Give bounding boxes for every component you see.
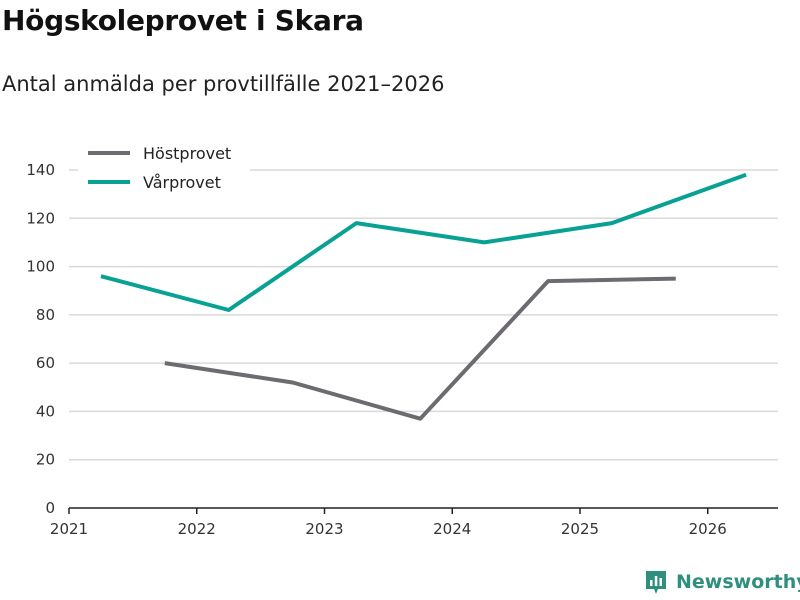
x-tick-label: 2024 xyxy=(433,520,471,538)
chart-subtitle: Antal anmälda per provtillfälle 2021–202… xyxy=(2,72,445,96)
x-tick-label: 2021 xyxy=(50,520,88,538)
y-tick-label: 100 xyxy=(26,258,55,276)
legend-background xyxy=(78,138,250,202)
axis-layer: 0 20 40 60 80 100 120 140 2021 2022 2023 2024 2025 20… xyxy=(26,161,778,538)
grid-layer xyxy=(69,169,778,461)
legend-label: Vårprovet xyxy=(143,173,221,192)
chart-title: Högskoleprovet i Skara xyxy=(2,4,364,37)
y-tick-label: 40 xyxy=(36,402,55,420)
y-tick-label: 80 xyxy=(36,306,55,324)
y-tick-label: 20 xyxy=(36,451,55,469)
y-tick-label: 140 xyxy=(26,161,55,179)
newsworthy-logo: Newsworthy xyxy=(644,569,800,595)
x-tick-label: 2025 xyxy=(561,520,599,538)
newsworthy-icon xyxy=(646,571,666,594)
series-layer xyxy=(100,172,747,421)
y-tick-label: 60 xyxy=(36,354,55,372)
legend: Höstprovet Vårprovet xyxy=(78,138,250,202)
brand-name: Newsworthy xyxy=(676,571,800,593)
series-line-varprovet xyxy=(100,172,747,312)
x-tick-label: 2023 xyxy=(305,520,343,538)
legend-label: Höstprovet xyxy=(143,144,231,163)
series-line-hostprovet xyxy=(164,276,676,421)
x-tick-label: 2022 xyxy=(178,520,216,538)
x-tick-label: 2026 xyxy=(689,520,727,538)
y-tick-label: 120 xyxy=(26,209,55,227)
y-tick-label: 0 xyxy=(45,499,55,517)
